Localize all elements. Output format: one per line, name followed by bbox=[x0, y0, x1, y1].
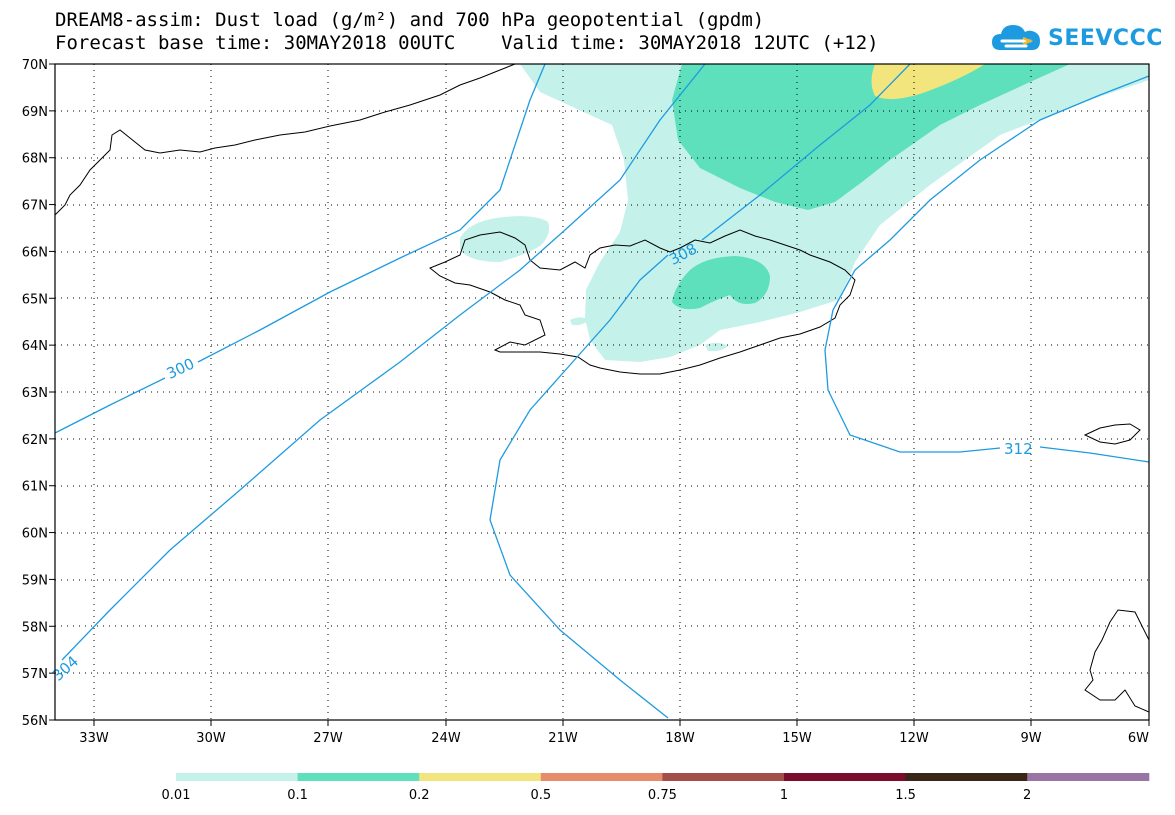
lon-label: 12W bbox=[899, 731, 929, 746]
greenland-coastline bbox=[55, 64, 516, 216]
coastlines bbox=[55, 64, 1149, 713]
colorbar-label: 0.1 bbox=[287, 788, 308, 803]
dust-load-shading bbox=[460, 64, 1149, 362]
colorbar-swatch bbox=[905, 773, 1028, 781]
lat-label: 68N bbox=[22, 152, 48, 167]
colorbar-label: 0.01 bbox=[162, 788, 191, 803]
lat-ticks: 70N 69N 68N 67N 66N 65N 64N 63N 62N 61N 60N 59N 58N 5… bbox=[22, 58, 55, 729]
lon-label: 27W bbox=[313, 731, 343, 746]
contour-300 bbox=[55, 64, 546, 434]
lon-label: 15W bbox=[782, 731, 812, 746]
dust-area-0.1-land bbox=[672, 256, 770, 310]
logo-text: SEEVCCC bbox=[1048, 26, 1163, 51]
colorbar: 0.01 0.1 0.2 0.5 0.75 1 1.5 2 bbox=[162, 773, 1150, 803]
lat-label: 63N bbox=[22, 386, 48, 401]
lat-label: 69N bbox=[22, 105, 48, 120]
lon-label: 9W bbox=[1020, 731, 1041, 746]
lat-label: 61N bbox=[22, 480, 48, 495]
lat-label: 65N bbox=[22, 292, 48, 307]
colorbar-swatch bbox=[1027, 773, 1150, 781]
lat-label: 57N bbox=[22, 667, 48, 682]
map-subtitle: Forecast base time: 30MAY2018 00UTC Vali… bbox=[55, 32, 879, 54]
lon-ticks: 33W 30W 27W 24W 21W 18W 15W 12W 9W 6W bbox=[79, 720, 1150, 746]
colorbar-label: 1.5 bbox=[895, 788, 916, 803]
dust-area-0.01-sw bbox=[570, 317, 590, 326]
colorbar-swatch bbox=[297, 773, 420, 781]
lat-label: 56N bbox=[22, 714, 48, 729]
geopotential-contours bbox=[55, 64, 1149, 719]
colorbar-swatch bbox=[784, 773, 907, 781]
colorbar-label: 1 bbox=[780, 788, 788, 803]
lat-label: 59N bbox=[22, 573, 48, 588]
colorbar-label: 0.75 bbox=[648, 788, 677, 803]
colorbar-swatch bbox=[419, 773, 542, 781]
contour-label-300: 300 bbox=[164, 355, 198, 383]
colorbar-label: 2 bbox=[1023, 788, 1031, 803]
seevccc-logo: SEEVCCC bbox=[990, 20, 1162, 56]
cloud-icon bbox=[992, 25, 1040, 50]
dust-area-0.01-west bbox=[460, 216, 549, 262]
scotland-coastline bbox=[1084, 609, 1149, 713]
lat-label: 67N bbox=[22, 199, 48, 214]
lon-label: 33W bbox=[79, 731, 109, 746]
lat-label: 70N bbox=[22, 58, 48, 73]
graticule bbox=[55, 64, 1149, 720]
colorbar-swatch bbox=[662, 773, 785, 781]
contour-312 bbox=[824, 75, 1149, 463]
colorbar-label: 0.5 bbox=[530, 788, 551, 803]
lon-label: 18W bbox=[665, 731, 695, 746]
map-title: DREAM8-assim: Dust load (g/m²) and 700 h… bbox=[55, 9, 765, 31]
contour-label-312: 312 bbox=[1004, 440, 1033, 458]
contour-308 bbox=[489, 64, 911, 719]
dust-area-0.2 bbox=[871, 64, 985, 100]
lon-label: 21W bbox=[548, 731, 578, 746]
lat-label: 62N bbox=[22, 433, 48, 448]
colorbar-label: 0.2 bbox=[409, 788, 430, 803]
lat-label: 58N bbox=[22, 620, 48, 635]
colorbar-swatch bbox=[176, 773, 299, 781]
contour-labels: 300 304 308 312 bbox=[49, 239, 1033, 684]
dust-area-0.1 bbox=[672, 64, 1070, 210]
lon-label: 24W bbox=[431, 731, 461, 746]
colorbar-swatch bbox=[540, 773, 663, 781]
lat-label: 66N bbox=[22, 245, 48, 260]
lat-label: 60N bbox=[22, 527, 48, 542]
faroe-coastline bbox=[1083, 423, 1141, 445]
lat-label: 64N bbox=[22, 339, 48, 354]
dust-area-0.01-south bbox=[705, 342, 728, 352]
contour-304 bbox=[61, 64, 706, 661]
lon-label: 30W bbox=[196, 731, 226, 746]
contour-label-304: 304 bbox=[49, 652, 82, 685]
lon-label: 6W bbox=[1128, 731, 1149, 746]
